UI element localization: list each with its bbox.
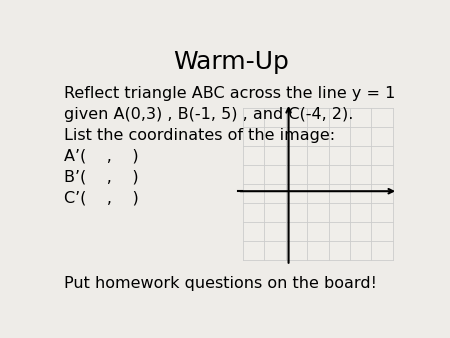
Text: given A(0,3) , B(-1, 5) , and C(-4, 2).: given A(0,3) , B(-1, 5) , and C(-4, 2). — [64, 107, 353, 122]
Text: A’(    ,    ): A’( , ) — [64, 149, 139, 164]
Bar — [243, 108, 393, 261]
Text: Warm-Up: Warm-Up — [173, 50, 288, 74]
Text: C’(    ,    ): C’( , ) — [64, 190, 139, 205]
Text: B’(    ,    ): B’( , ) — [64, 169, 139, 185]
Text: Reflect triangle ABC across the line y = 1: Reflect triangle ABC across the line y =… — [64, 86, 395, 101]
Text: List the coordinates of the image:: List the coordinates of the image: — [64, 128, 335, 143]
Text: Put homework questions on the board!: Put homework questions on the board! — [64, 276, 377, 291]
